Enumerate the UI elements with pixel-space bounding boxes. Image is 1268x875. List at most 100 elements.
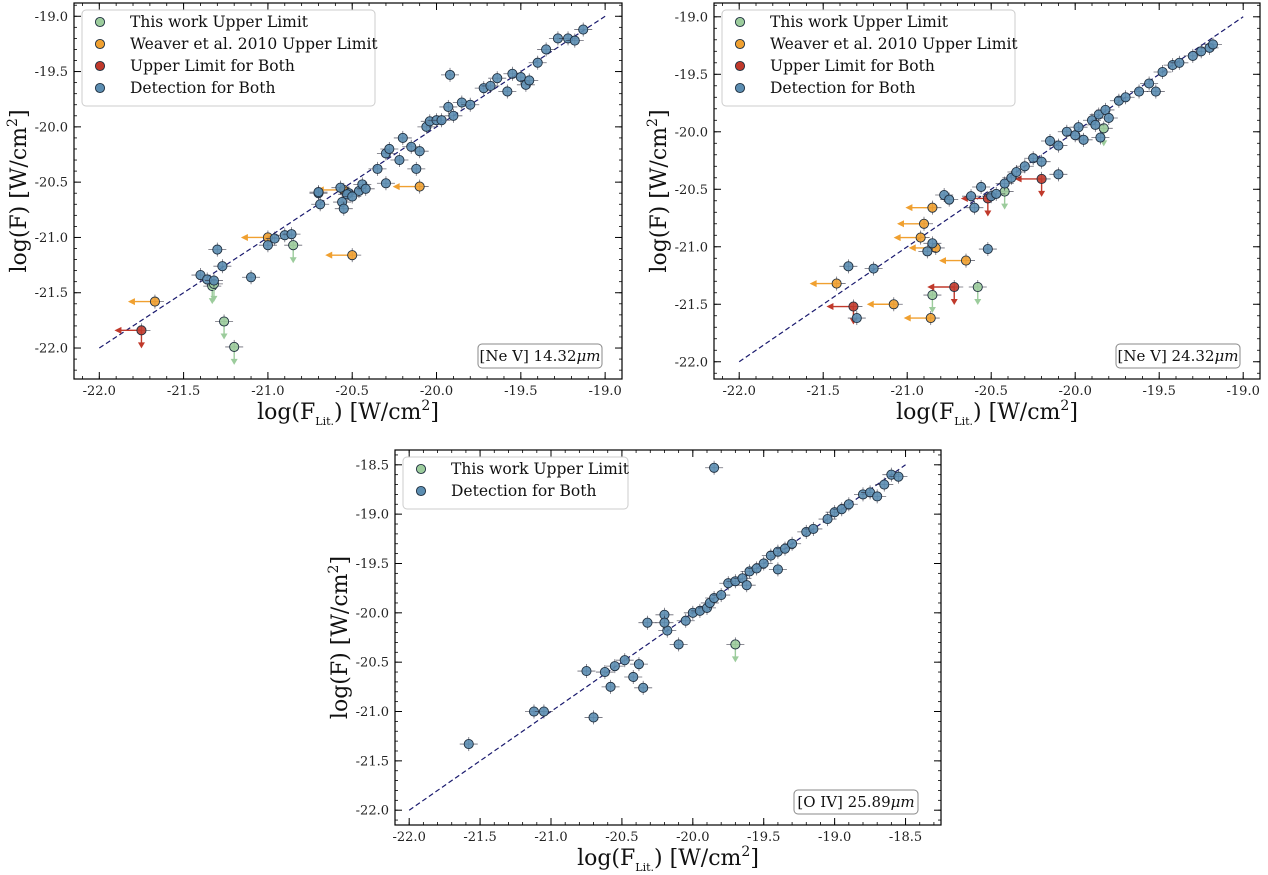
data-point — [1091, 130, 1110, 145]
y-tick-label: -20.5 — [35, 176, 68, 191]
data-marker — [443, 101, 454, 113]
data-marker — [991, 188, 1002, 199]
data-marker — [1011, 166, 1022, 178]
x-tick-label: -20.5 — [336, 384, 369, 399]
arrow-down-head — [974, 299, 982, 306]
data-marker — [949, 281, 960, 293]
data-marker — [485, 80, 496, 91]
x-tick-label: -19.0 — [818, 830, 851, 845]
data-point — [1203, 37, 1222, 52]
y-tick-label: -19.5 — [675, 68, 708, 83]
data-marker — [969, 202, 980, 213]
data-marker — [605, 681, 616, 692]
data-point — [1049, 138, 1068, 153]
data-point — [1130, 84, 1149, 99]
data-marker — [347, 250, 358, 261]
data-point — [889, 469, 908, 484]
data-point — [208, 242, 227, 257]
data-marker — [927, 202, 938, 213]
data-marker — [229, 341, 240, 352]
data-marker — [245, 272, 257, 283]
data-point — [114, 323, 151, 349]
y-tick-label: -20.0 — [35, 120, 68, 135]
data-point — [1007, 165, 1026, 180]
data-point — [1146, 84, 1165, 99]
data-point — [995, 176, 1014, 191]
data-point — [826, 299, 863, 325]
data-point — [605, 659, 624, 674]
annotation-label: [Ne V] 24.32μm — [1117, 347, 1238, 365]
data-marker — [868, 263, 879, 274]
legend: This work Upper Limit Detection for Both — [402, 456, 630, 510]
legend-entry-label: Detection for Both — [130, 79, 275, 97]
data-marker — [1133, 86, 1145, 97]
data-marker — [406, 141, 417, 152]
data-marker — [1144, 78, 1155, 89]
data-point — [258, 238, 277, 253]
data-marker — [372, 163, 383, 174]
data-point — [1074, 132, 1093, 147]
y-tick-label: -18.5 — [356, 458, 389, 473]
data-point — [903, 311, 940, 326]
data-point — [1153, 64, 1172, 79]
data-marker — [944, 194, 955, 205]
arrow-down-head — [220, 333, 228, 340]
data-point — [1086, 117, 1105, 132]
data-marker — [1061, 126, 1072, 137]
data-marker — [1196, 46, 1207, 57]
arrow-left-head — [897, 220, 904, 228]
data-point — [864, 261, 883, 276]
data-marker — [217, 261, 228, 272]
x-tick-label: -22.0 — [393, 830, 426, 845]
data-point — [309, 185, 328, 200]
y-tick-label: -22.0 — [356, 804, 389, 819]
data-point — [737, 578, 756, 593]
annotation-box: [O IV] 25.89μm — [793, 789, 919, 815]
data-point — [965, 200, 984, 215]
data-point — [1041, 133, 1059, 148]
annotation-label: [Ne V] 14.32μm — [479, 347, 600, 365]
arrow-left-head — [240, 233, 248, 241]
x-tick-label: -21.5 — [807, 384, 840, 399]
legend-marker — [415, 463, 427, 475]
annotation-box: [Ne V] 14.32μm — [477, 343, 603, 369]
legend-entry-label: Detection for Both — [770, 79, 915, 97]
data-marker — [578, 24, 589, 35]
data-marker — [638, 682, 649, 693]
data-marker — [999, 178, 1010, 189]
data-point — [918, 244, 937, 259]
y-tick-label: -21.5 — [35, 286, 68, 301]
data-marker — [976, 181, 987, 193]
data-marker — [1044, 135, 1056, 147]
data-point — [284, 238, 303, 264]
chart-panel-nev-14: -22.0 -21.5 -21.0 -20.5 -20.0 -19.5 -19.0 -19.0… — [5, 2, 623, 428]
data-point — [481, 78, 500, 93]
data-marker — [581, 666, 592, 677]
data-marker — [1187, 50, 1198, 61]
data-marker — [772, 564, 783, 575]
y-tick-label: -19.0 — [356, 508, 389, 523]
x-tick-label: -20.0 — [676, 830, 709, 845]
arrow-left-head — [809, 280, 817, 288]
data-marker — [515, 72, 526, 83]
data-point — [595, 665, 614, 680]
plot-frame — [73, 2, 623, 380]
arrow-down-head — [731, 656, 739, 663]
x-tick-label: -21.5 — [167, 384, 200, 399]
data-point — [968, 280, 987, 306]
data-point — [1049, 167, 1068, 182]
data-point — [809, 276, 846, 291]
data-point — [783, 536, 802, 551]
data-marker — [397, 132, 408, 143]
legend-entry-label: Upper Limit for Both — [770, 57, 935, 75]
arrow-left-head — [903, 314, 911, 322]
data-marker — [730, 639, 741, 650]
y-tick-label: -21.5 — [356, 754, 389, 769]
data-marker — [965, 191, 977, 202]
data-marker — [1028, 153, 1039, 164]
y-tick-label: -19.5 — [35, 65, 68, 80]
y-tick-label: -22.0 — [675, 355, 708, 370]
arrow-down-head — [950, 299, 958, 306]
x-tick-label: -21.0 — [891, 384, 924, 399]
data-marker — [532, 57, 543, 68]
